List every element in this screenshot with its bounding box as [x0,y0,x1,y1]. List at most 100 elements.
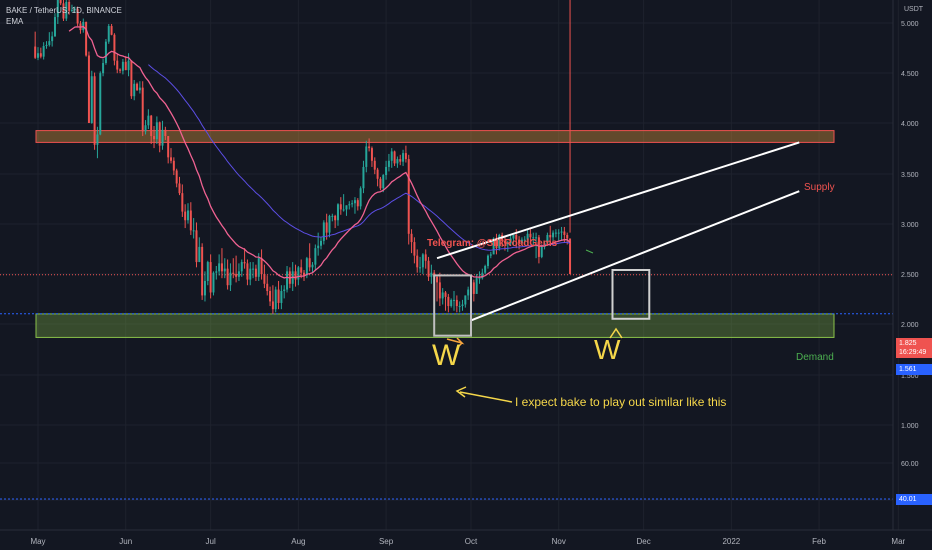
candle [274,286,277,313]
candle-body [138,87,141,91]
candle [546,232,549,244]
candle-body [223,268,226,272]
time-tick-label: Jul [206,537,216,546]
candle-body [246,263,249,280]
candle [416,249,419,273]
candle [116,54,119,74]
price-tick-label: 3.000 [901,222,919,229]
candle [277,280,280,310]
candle [51,31,54,47]
candle [96,126,99,159]
candle-body [441,292,444,299]
candle [444,290,447,311]
candle-body [96,134,99,145]
candle-body [356,200,359,207]
candle-body [557,232,560,234]
candle [170,148,173,164]
candle-body [102,63,105,74]
candle [232,258,235,279]
price-tick-label: 60.00 [901,461,919,468]
candle [300,259,303,279]
candle [291,262,294,291]
candle-body [376,169,379,179]
supply-zone [35,130,835,143]
candle [467,286,470,300]
candle [430,264,433,284]
price-tick-label: 5.000 [901,21,919,28]
candle-body [65,1,68,19]
candle-body [220,263,223,272]
candle-body [402,153,405,162]
candle-body [161,129,164,146]
candle [552,230,555,243]
candle [124,56,127,71]
candle [150,114,153,145]
candle-body [39,53,42,57]
candle [138,81,141,94]
candle-body [370,148,373,161]
countdown-value: 16:29:49 [899,349,927,356]
candle [387,153,390,172]
candle-body [206,262,209,281]
candle-body [407,159,410,234]
channel-upper-line [436,141,800,260]
candle [402,149,405,167]
candle [336,203,339,226]
candle-body [300,267,303,273]
candle-body [492,238,495,255]
candle-body [99,73,102,135]
price-axis: 5.000 4.500 4.000 3.500 3.000 2.500 2.000 1.500… [892,0,919,530]
current-price-value: 1.825 [899,340,917,347]
price-tick-label: 1.000 [901,423,919,430]
candle [218,254,221,276]
candle [334,214,337,229]
candle [48,32,51,47]
candle [523,236,526,245]
candle-body [192,230,195,232]
candle-body [320,240,322,246]
candle-body [535,237,538,239]
price-level-lines [0,274,893,500]
candle [455,295,458,313]
candle-body [455,299,458,307]
candle-body [127,60,130,71]
supply-label: Supply [804,182,835,193]
candle [407,154,410,245]
time-tick-label: 2022 [722,537,740,546]
candle-body [421,254,424,268]
indicator-label[interactable]: EMA [6,17,24,26]
candle [240,259,243,277]
time-tick-label: Jun [119,537,132,546]
candle [189,202,192,235]
candle-body [269,290,272,302]
candle-body [303,272,306,276]
candle [68,0,71,15]
candle-body [549,234,552,238]
candle [356,198,359,211]
candle [365,140,368,173]
trend-drawings [433,141,800,403]
w-pattern-box [611,268,651,320]
candle-body [263,274,266,284]
grid-lines [0,0,899,530]
candle [322,220,325,245]
candle [76,6,79,27]
candle [450,298,453,308]
candle [93,72,96,150]
candle [382,174,385,193]
candle-body [68,1,71,11]
candle [353,197,356,214]
symbol-title[interactable]: BAKE / TetherUS, 1D, BINANCE [6,6,122,15]
candle-body [503,240,506,244]
candle-body [515,234,518,240]
candle-body [410,233,413,243]
candle-body [212,272,215,293]
candle-body [424,254,427,261]
candle [560,226,563,241]
candle [399,154,402,166]
demand-label: Demand [796,352,834,363]
candle-body [164,129,167,137]
price-tick-label: 2.500 [901,272,919,279]
candle [85,21,88,57]
